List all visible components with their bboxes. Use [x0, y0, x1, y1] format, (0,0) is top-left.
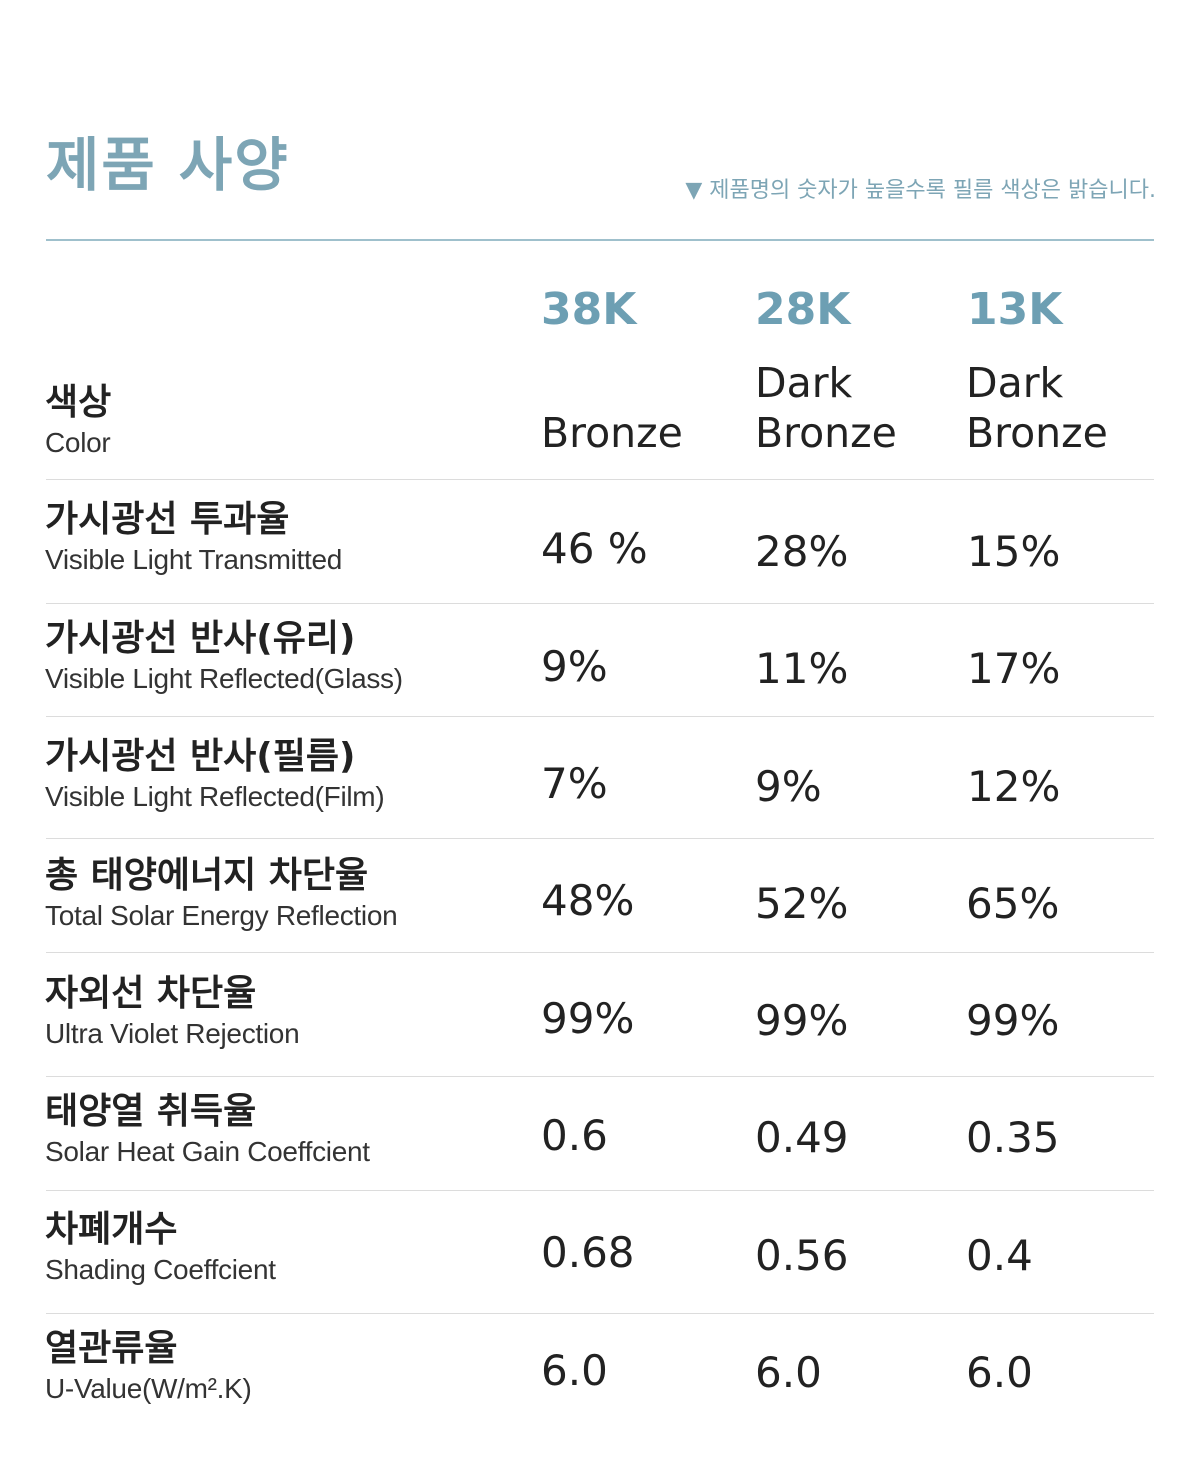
spec-row-label: 열관류율 U-Value(W/m².K) — [45, 1328, 252, 1408]
spec-label-en: Visible Light Reflected(Glass) — [45, 663, 403, 694]
row-divider — [46, 952, 1154, 953]
row-divider — [46, 1076, 1154, 1077]
row-divider — [46, 716, 1154, 717]
column-code-28k: 28K — [755, 284, 851, 335]
spec-value-13k: 0.35 — [966, 1113, 1060, 1162]
color-header-label: 색상 Color — [45, 382, 111, 462]
spec-label-ko: 자외선 차단율 — [45, 973, 257, 1014]
spec-value-28k: 0.56 — [755, 1231, 849, 1280]
spec-value-28k: 28% — [755, 527, 849, 576]
spec-value-13k: 12% — [967, 762, 1061, 811]
spec-value-13k: 17% — [967, 644, 1061, 693]
spec-label-ko: 열관류율 — [45, 1328, 178, 1369]
spec-value-28k: 52% — [755, 879, 849, 928]
spec-label-en: Visible Light Transmitted — [45, 544, 343, 575]
page-title: 제품 사양 — [46, 131, 290, 199]
spec-value-13k: 0.4 — [966, 1231, 1033, 1280]
spec-value-38k: 0.68 — [541, 1228, 635, 1277]
column-color-13k: Dark Bronze — [966, 359, 1108, 457]
spec-label-ko: 가시광선 투과율 — [45, 499, 290, 540]
spec-row-label: 가시광선 반사(유리) Visible Light Reflected(Glas… — [45, 618, 403, 698]
spec-label-ko: 태양열 취득율 — [45, 1091, 257, 1132]
spec-row-label: 총 태양에너지 차단율 Total Solar Energy Reflectio… — [45, 855, 398, 935]
row-divider — [46, 1313, 1154, 1314]
brightness-note: ▼ 제품명의 숫자가 높을수록 필름 색상은 밝습니다. — [685, 178, 1156, 203]
spec-label-en: Ultra Violet Rejection — [45, 1018, 300, 1049]
column-color-38k: Bronze — [541, 409, 683, 457]
spec-label-ko: 가시광선 반사(필름) — [45, 736, 356, 777]
spec-row-label: 태양열 취득율 Solar Heat Gain Coeffcient — [45, 1091, 370, 1171]
color-label-en: Color — [45, 427, 111, 458]
title-divider — [46, 239, 1154, 241]
spec-label-en: U-Value(W/m².K) — [45, 1373, 252, 1404]
row-divider — [46, 838, 1154, 839]
spec-row-label: 가시광선 반사(필름) Visible Light Reflected(Film… — [45, 736, 385, 816]
spec-row-label: 가시광선 투과율 Visible Light Transmitted — [45, 499, 342, 579]
column-code-13k: 13K — [967, 284, 1063, 335]
spec-value-13k: 15% — [967, 527, 1061, 576]
spec-value-28k: 11% — [755, 644, 849, 693]
spec-value-38k: 6.0 — [541, 1346, 608, 1395]
column-code-38k: 38K — [541, 284, 637, 335]
spec-label-ko: 차폐개수 — [45, 1209, 178, 1250]
spec-value-38k: 0.6 — [541, 1111, 608, 1160]
spec-value-28k: 6.0 — [755, 1348, 822, 1397]
spec-value-38k: 46 % — [541, 524, 648, 573]
row-divider — [46, 603, 1154, 604]
spec-value-13k: 6.0 — [966, 1348, 1033, 1397]
spec-value-28k: 0.49 — [755, 1113, 849, 1162]
spec-label-en: Shading Coeffcient — [45, 1254, 276, 1285]
spec-label-ko: 가시광선 반사(유리) — [45, 618, 356, 659]
spec-label-en: Total Solar Energy Reflection — [45, 900, 398, 931]
spec-value-28k: 99% — [755, 996, 849, 1045]
spec-row-label: 차폐개수 Shading Coeffcient — [45, 1209, 276, 1289]
spec-label-en: Visible Light Reflected(Film) — [45, 781, 385, 812]
color-label-ko: 색상 — [45, 382, 112, 423]
spec-value-38k: 48% — [541, 876, 635, 925]
spec-label-ko: 총 태양에너지 차단율 — [45, 855, 369, 896]
spec-label-en: Solar Heat Gain Coeffcient — [45, 1136, 370, 1167]
spec-value-38k: 7% — [541, 759, 608, 808]
row-divider — [46, 1190, 1154, 1191]
spec-value-28k: 9% — [755, 762, 822, 811]
spec-value-13k: 65% — [966, 879, 1060, 928]
spec-value-13k: 99% — [966, 996, 1060, 1045]
row-divider — [46, 479, 1154, 480]
spec-value-38k: 99% — [541, 994, 635, 1043]
column-color-28k: Dark Bronze — [755, 359, 897, 457]
spec-row-label: 자외선 차단율 Ultra Violet Rejection — [45, 973, 300, 1053]
spec-value-38k: 9% — [541, 642, 608, 691]
